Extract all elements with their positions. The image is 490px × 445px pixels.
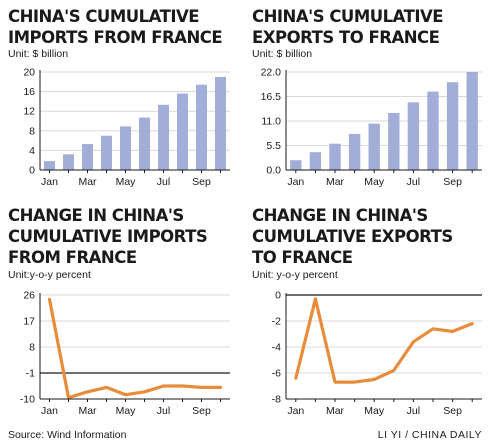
bar bbox=[119, 126, 132, 170]
y-tick-label: 0 bbox=[29, 165, 35, 177]
y-tick-label: -2 bbox=[272, 316, 281, 328]
bar bbox=[309, 152, 322, 170]
x-tick-label: Mar bbox=[78, 176, 97, 188]
chart-title: CHANGE IN CHINA'S CUMULATIVE EXPORTS TO … bbox=[252, 205, 453, 268]
x-tick-label: Jul bbox=[407, 405, 420, 417]
x-tick-label: Jul bbox=[157, 405, 170, 417]
bar bbox=[388, 112, 400, 170]
x-tick-label: May bbox=[364, 176, 385, 188]
x-tick-label: May bbox=[364, 405, 385, 417]
bar bbox=[446, 82, 459, 170]
y-tick-label: 4 bbox=[29, 145, 35, 157]
x-tick-label: Jan bbox=[41, 176, 58, 188]
chart-svg: 0 4 8 12 16 20 Jan Mar May Jul Sep bbox=[23, 67, 230, 188]
y-tick-label: -1 bbox=[26, 368, 35, 380]
series-line bbox=[294, 297, 474, 384]
y-tick-label: -6 bbox=[272, 368, 281, 380]
source-note: Source: Wind Information bbox=[8, 429, 127, 441]
bar bbox=[466, 72, 478, 170]
chart-title-line-1: CHINA'S CUMULATIVE bbox=[8, 7, 200, 26]
bar bbox=[348, 133, 361, 170]
x-tick-label: May bbox=[116, 405, 137, 417]
x-tick-label: Jul bbox=[407, 176, 420, 188]
y-tick-label: 0.0 bbox=[266, 165, 281, 177]
chart-svg: 0.0 5.5 11.0 16.5 22.0 Jan Mar May Jul Sep bbox=[261, 67, 482, 188]
y-tick-label: 5.5 bbox=[266, 140, 281, 152]
chart-title-line-1: CHINA'S CUMULATIVE bbox=[252, 7, 444, 26]
chart-title-line-2: IMPORTS FROM FRANCE bbox=[8, 28, 223, 47]
y-tick-label: 0 bbox=[275, 290, 281, 302]
x-tick-label: Jan bbox=[287, 176, 304, 188]
y-tick-label: -4 bbox=[272, 342, 281, 354]
imports-bar-panel: CHINA'S CUMULATIVE IMPORTS FROM FRANCE U… bbox=[8, 6, 232, 196]
y-tick-label: 8 bbox=[29, 125, 35, 137]
y-tick-label: -10 bbox=[20, 394, 35, 406]
chart-unit: Unit: $ billion bbox=[252, 48, 313, 60]
bar bbox=[407, 102, 420, 170]
x-tick-label: May bbox=[116, 176, 137, 188]
series-line bbox=[47, 297, 223, 400]
exports-change-line-panel: CHANGE IN CHINA'S CUMULATIVE EXPORTS TO … bbox=[252, 205, 484, 427]
bar bbox=[214, 76, 227, 170]
chart-title-line-3: TO FRANCE bbox=[252, 248, 353, 267]
x-tick-label: Sep bbox=[192, 176, 211, 188]
y-tick-label: 20 bbox=[23, 67, 35, 79]
credit-line: LI YI / CHINA DAILY bbox=[377, 429, 482, 441]
chart-title-line-1: CHANGE IN CHINA'S bbox=[252, 206, 428, 225]
chart-title: CHINA'S CUMULATIVE IMPORTS FROM FRANCE bbox=[8, 6, 223, 48]
x-tick-label: Mar bbox=[78, 405, 97, 417]
y-tick-label: 8 bbox=[29, 342, 35, 354]
bar bbox=[195, 84, 208, 170]
chart-svg: -8 -6 -4 -2 0 Jan Mar May Jul Sep bbox=[272, 290, 482, 417]
bar bbox=[176, 93, 189, 170]
x-tick-label: Mar bbox=[326, 176, 345, 188]
bar bbox=[43, 161, 56, 170]
chart-unit: Unit: y-o-y percent bbox=[252, 269, 338, 281]
chart-title-line-1: CHANGE IN CHINA'S bbox=[8, 206, 184, 225]
imports-change-line-panel: CHANGE IN CHINA'S CUMULATIVE IMPORTS FRO… bbox=[8, 205, 232, 427]
y-tick-label: 22.0 bbox=[261, 67, 282, 79]
x-tick-label: Sep bbox=[443, 176, 462, 188]
y-tick-label: 12 bbox=[23, 106, 35, 118]
x-tick-label: Jan bbox=[287, 405, 304, 417]
chart-title: CHINA'S CUMULATIVE EXPORTS TO FRANCE bbox=[252, 6, 444, 48]
bar bbox=[100, 135, 113, 170]
chart-title: CHANGE IN CHINA'S CUMULATIVE IMPORTS FRO… bbox=[8, 205, 208, 268]
x-tick-label: Jul bbox=[157, 176, 170, 188]
x-tick-label: Sep bbox=[192, 405, 211, 417]
y-tick-label: 11.0 bbox=[261, 116, 281, 128]
chart-title-line-2: CUMULATIVE EXPORTS bbox=[252, 227, 453, 246]
y-tick-label: 17 bbox=[23, 316, 35, 328]
chart-svg: -10 -1 8 17 26 Jan Mar May Jul Sep bbox=[20, 290, 230, 417]
bar bbox=[138, 117, 151, 170]
chart-title-line-3: FROM FRANCE bbox=[8, 248, 137, 267]
chart-unit: Unit: $ billion bbox=[8, 48, 69, 60]
chart-unit: Unit:y-o-y percent bbox=[8, 269, 91, 281]
y-tick-label: 16.5 bbox=[261, 91, 282, 103]
y-tick-label: 16 bbox=[23, 86, 35, 98]
bar bbox=[81, 144, 94, 170]
chart-title-line-2: CUMULATIVE IMPORTS bbox=[8, 227, 208, 246]
bar bbox=[290, 160, 302, 170]
exports-bar-panel: CHINA'S CUMULATIVE EXPORTS TO FRANCE Uni… bbox=[252, 6, 484, 196]
y-tick-label: 26 bbox=[23, 290, 35, 302]
x-tick-label: Mar bbox=[326, 405, 345, 417]
chart-title-line-2: EXPORTS TO FRANCE bbox=[252, 28, 440, 47]
bar bbox=[157, 104, 170, 170]
x-tick-label: Jan bbox=[41, 405, 58, 417]
bar bbox=[427, 91, 439, 170]
x-tick-label: Sep bbox=[443, 405, 462, 417]
bar bbox=[329, 143, 341, 170]
y-tick-label: -8 bbox=[272, 394, 281, 406]
bar bbox=[368, 123, 380, 170]
bar bbox=[62, 154, 75, 170]
